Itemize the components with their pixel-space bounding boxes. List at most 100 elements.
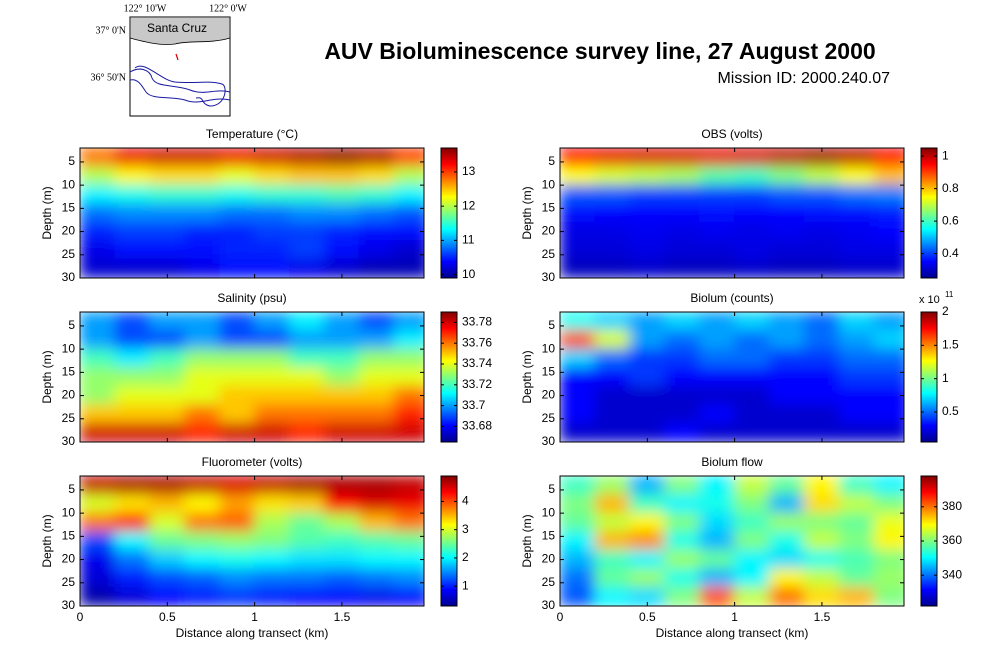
- cell: [560, 404, 596, 424]
- y-tick-label: 10: [62, 341, 76, 355]
- cell: [769, 166, 805, 186]
- cell: [358, 476, 395, 496]
- y-tick-label: 5: [68, 154, 75, 168]
- cell: [803, 422, 840, 442]
- field: [80, 476, 424, 606]
- cell: [149, 203, 186, 223]
- cell: [289, 494, 325, 514]
- lat-label: 36° 50'N: [90, 72, 126, 83]
- field-cells: [560, 476, 904, 606]
- cell: [219, 549, 256, 570]
- panel: Temperature (°C) Depth (m) 5 10 15 20 25 30 10 11…: [40, 127, 476, 284]
- cell: [838, 184, 875, 205]
- cell: [664, 422, 701, 442]
- cell: [358, 512, 395, 533]
- cell: [80, 549, 116, 570]
- cell: [594, 240, 631, 260]
- cell: [393, 184, 424, 205]
- cell: [149, 512, 186, 533]
- panel-title: Salinity (psu): [217, 291, 286, 305]
- colorbar-tick-label: 0.4: [942, 246, 959, 260]
- cell: [734, 312, 771, 332]
- cell: [664, 512, 701, 533]
- cell: [323, 422, 360, 442]
- cell: [803, 166, 840, 186]
- y-tick-label: 20: [542, 552, 556, 566]
- coastline: [129, 16, 231, 45]
- cell: [838, 494, 875, 514]
- cell: [393, 348, 424, 369]
- y-tick-label: 30: [542, 598, 556, 612]
- cell: [803, 312, 840, 332]
- cell: [664, 531, 701, 551]
- x-tick-label: 1.5: [814, 610, 831, 624]
- field-cells: [80, 312, 424, 442]
- cell: [560, 494, 596, 514]
- cell: [734, 367, 771, 387]
- cell: [114, 258, 151, 278]
- y-tick-label: 10: [62, 177, 76, 191]
- colorbar-tick-label: 360: [942, 533, 962, 547]
- cell: [803, 258, 840, 278]
- cell: [664, 367, 701, 387]
- x-axis-label: Distance along transect (km): [176, 626, 329, 640]
- cell: [734, 240, 771, 260]
- panel-title: OBS (volts): [701, 127, 762, 141]
- cell: [149, 568, 186, 588]
- cell: [699, 385, 736, 406]
- cell: [254, 258, 291, 278]
- cell: [289, 166, 325, 186]
- cell: [289, 586, 325, 606]
- cell: [769, 367, 805, 387]
- panel: Fluorometer (volts)Depth (m)510152025300…: [40, 455, 469, 640]
- cell: [594, 166, 631, 186]
- cell: [838, 531, 875, 551]
- colorbar-tick-label: 0.6: [942, 213, 959, 227]
- cell: [873, 221, 904, 242]
- cell: [114, 312, 151, 332]
- cell: [664, 148, 701, 168]
- colorbar: [440, 147, 458, 279]
- cell: [219, 330, 256, 350]
- panel-title: Biolum (counts): [690, 291, 773, 305]
- cell: [393, 549, 424, 570]
- place-label: Santa Cruz: [147, 21, 207, 35]
- cell: [594, 531, 631, 551]
- cell: [289, 184, 325, 205]
- cell: [358, 166, 395, 186]
- cell: [289, 385, 325, 406]
- cell: [80, 512, 116, 533]
- cell: [393, 203, 424, 223]
- cell: [594, 512, 631, 533]
- cell: [664, 240, 701, 260]
- cell: [358, 422, 395, 442]
- cell: [289, 312, 325, 332]
- cell: [873, 330, 904, 350]
- colorbar: [920, 147, 938, 279]
- y-tick-label: 15: [62, 201, 76, 215]
- cell: [873, 422, 904, 442]
- y-tick-label: 20: [62, 552, 76, 566]
- cell: [560, 367, 596, 387]
- cell: [219, 184, 256, 205]
- cell: [184, 404, 221, 424]
- cell: [560, 184, 596, 205]
- cell: [219, 404, 256, 424]
- cell: [149, 367, 186, 387]
- x-axis-label: Distance along transect (km): [656, 626, 809, 640]
- contour: [129, 68, 231, 93]
- cell: [393, 166, 424, 186]
- cell: [629, 312, 666, 332]
- cell: [149, 166, 186, 186]
- y-tick-label: 10: [542, 177, 556, 191]
- cell: [629, 476, 666, 496]
- cell: [734, 549, 771, 570]
- cell: [114, 348, 151, 369]
- cell: [803, 203, 840, 223]
- cell: [80, 422, 116, 442]
- cell: [254, 240, 291, 260]
- cell: [254, 221, 291, 242]
- cell: [699, 258, 736, 278]
- cell: [184, 586, 221, 606]
- cell: [664, 476, 701, 496]
